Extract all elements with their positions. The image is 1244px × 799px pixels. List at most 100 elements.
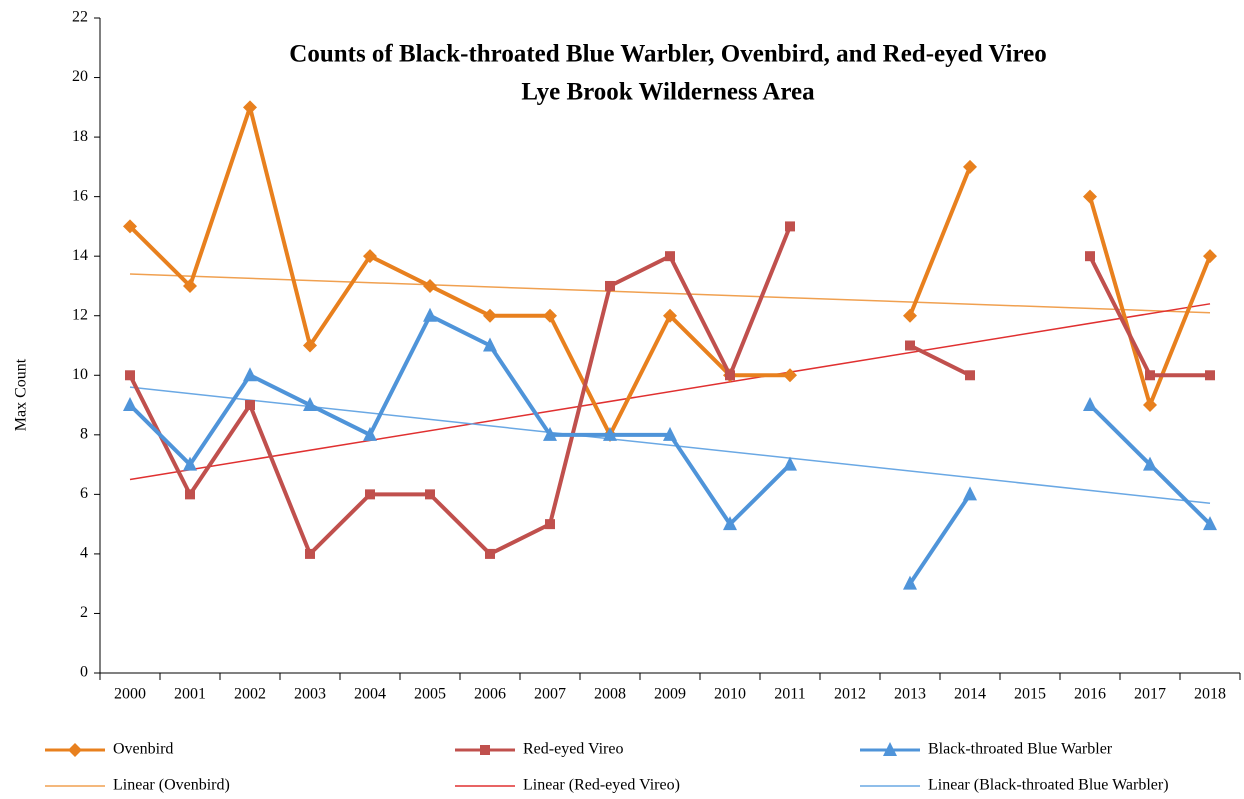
marker	[485, 548, 495, 559]
marker	[543, 426, 557, 441]
series-line	[908, 166, 972, 317]
x-tick-label: 2005	[414, 686, 446, 703]
x-tick-label: 2006	[474, 686, 506, 703]
marker	[903, 308, 917, 323]
marker	[303, 338, 317, 353]
trendline	[129, 273, 1211, 314]
marker	[665, 251, 675, 262]
marker	[663, 308, 677, 323]
y-tick-label: 0	[80, 664, 88, 681]
marker	[425, 489, 435, 500]
marker	[963, 159, 977, 174]
marker	[243, 367, 257, 382]
marker	[785, 221, 795, 232]
marker	[783, 368, 797, 383]
marker	[883, 742, 897, 756]
marker	[903, 575, 917, 590]
x-tick-label: 2002	[234, 686, 266, 703]
marker	[783, 456, 797, 471]
y-tick-label: 12	[72, 306, 88, 323]
marker	[965, 370, 975, 381]
x-tick-label: 2018	[1194, 686, 1226, 703]
legend-label: Red-eyed Vireo	[523, 741, 623, 758]
x-tick-label: 2015	[1014, 686, 1046, 703]
x-tick-label: 2014	[954, 686, 986, 703]
x-tick-label: 2003	[294, 686, 326, 703]
marker	[243, 100, 257, 115]
x-tick-label: 2013	[894, 686, 926, 703]
marker	[543, 308, 557, 323]
marker	[123, 219, 137, 234]
marker	[905, 340, 915, 351]
trendline	[129, 386, 1211, 505]
y-tick-label: 4	[80, 545, 88, 562]
series-line	[128, 313, 792, 527]
marker	[363, 249, 377, 264]
marker	[663, 426, 677, 441]
marker	[183, 278, 197, 293]
x-tick-label: 2017	[1134, 686, 1166, 703]
marker	[183, 456, 197, 471]
marker	[305, 548, 315, 559]
marker	[603, 426, 617, 441]
y-tick-label: 22	[72, 9, 88, 26]
chart-subtitle: Lye Brook Wilderness Area	[521, 79, 815, 106]
y-tick-label: 10	[72, 366, 88, 383]
marker	[1083, 397, 1097, 412]
marker	[1203, 516, 1217, 531]
marker	[963, 486, 977, 501]
series-line	[1088, 255, 1210, 378]
legend-label: Ovenbird	[113, 741, 173, 758]
y-tick-label: 18	[72, 128, 88, 145]
x-tick-label: 2011	[774, 686, 805, 703]
marker	[1085, 251, 1095, 262]
legend-label: Linear (Black-throated Blue Warbler)	[928, 777, 1169, 794]
marker	[605, 280, 615, 291]
x-tick-label: 2000	[114, 686, 146, 703]
x-tick-label: 2008	[594, 686, 626, 703]
marker	[725, 370, 735, 381]
marker	[185, 489, 195, 500]
marker	[68, 743, 82, 757]
chart-title: Counts of Black-throated Blue Warbler, O…	[289, 41, 1046, 68]
legend-label: Linear (Ovenbird)	[113, 777, 230, 794]
series-line	[128, 105, 790, 437]
trendline	[129, 303, 1211, 481]
marker	[123, 397, 137, 412]
marker	[363, 426, 377, 441]
x-tick-label: 2009	[654, 686, 686, 703]
x-tick-label: 2012	[834, 686, 866, 703]
x-tick-label: 2010	[714, 686, 746, 703]
series-line	[908, 493, 972, 585]
y-tick-label: 8	[80, 425, 88, 442]
marker	[545, 519, 555, 530]
marker	[723, 516, 737, 531]
x-tick-label: 2001	[174, 686, 206, 703]
marker	[1083, 189, 1097, 204]
marker	[125, 370, 135, 381]
y-axis-label: Max Count	[13, 358, 30, 431]
x-tick-label: 2016	[1074, 686, 1106, 703]
marker	[1145, 370, 1155, 381]
marker	[303, 397, 317, 412]
marker	[480, 745, 490, 755]
marker	[1143, 398, 1157, 413]
marker	[423, 278, 437, 293]
marker	[245, 400, 255, 411]
x-tick-label: 2007	[534, 686, 566, 703]
marker	[1203, 249, 1217, 264]
y-tick-label: 16	[72, 187, 88, 204]
marker	[1205, 370, 1215, 381]
y-tick-label: 14	[72, 247, 88, 264]
x-tick-label: 2004	[354, 686, 386, 703]
marker	[483, 337, 497, 352]
marker	[365, 489, 375, 500]
y-tick-label: 6	[80, 485, 88, 502]
marker	[1143, 456, 1157, 471]
y-tick-label: 2	[80, 604, 88, 621]
legend-label: Linear (Red-eyed Vireo)	[523, 777, 680, 794]
series-line	[128, 225, 792, 556]
marker	[423, 307, 437, 322]
